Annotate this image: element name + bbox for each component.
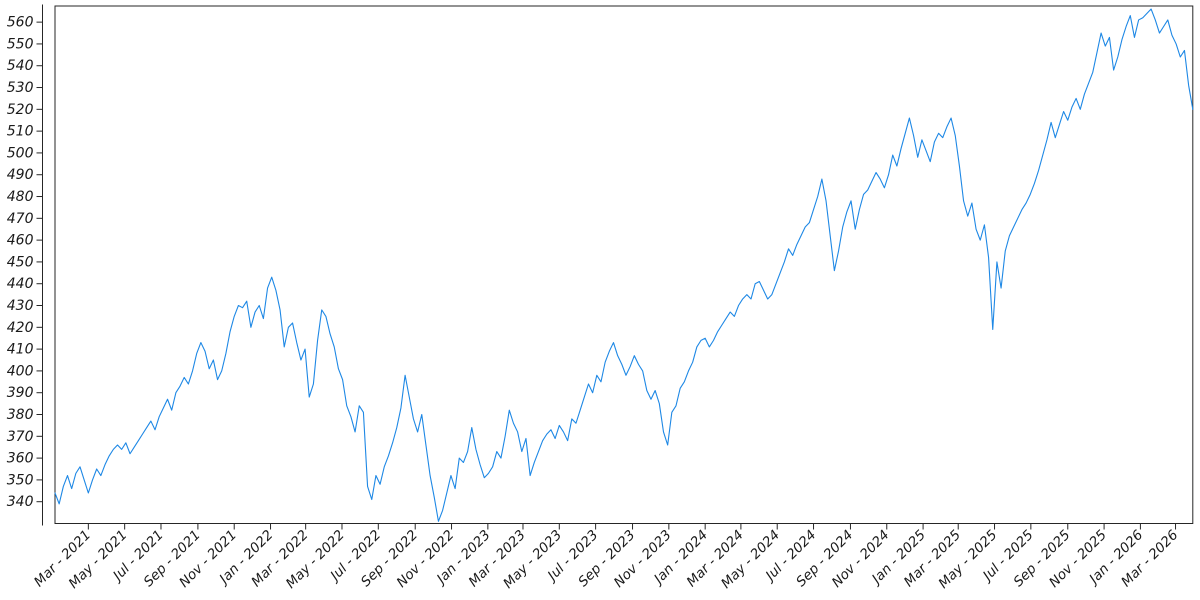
y-tick-label: 460	[7, 233, 34, 249]
y-tick-label: 370	[7, 429, 34, 445]
y-tick-label: 410	[7, 342, 34, 358]
y-tick-label: 340	[7, 494, 34, 510]
y-tick-label: 470	[7, 211, 34, 227]
y-tick-label: 500	[7, 145, 34, 161]
y-tick-label: 350	[7, 472, 34, 488]
y-tick-label: 550	[7, 36, 34, 52]
y-tick-label: 390	[7, 385, 34, 401]
y-tick-label: 560	[7, 15, 34, 31]
y-tick-label: 520	[7, 102, 34, 118]
data-line	[54, 8, 1194, 522]
y-tick-label: 450	[7, 254, 34, 270]
y-tick-label: 420	[7, 320, 34, 336]
y-tick-label: 530	[7, 80, 34, 96]
y-tick-label: 480	[7, 189, 34, 205]
plot-frame	[54, 5, 1194, 524]
y-tick-label: 430	[7, 298, 34, 314]
y-tick-label: 400	[7, 363, 34, 379]
y-tick-label: 380	[7, 407, 34, 423]
y-tick-label: 510	[7, 124, 34, 140]
y-tick-label: 540	[7, 58, 34, 74]
y-tick-label: 490	[7, 167, 34, 183]
y-tick-label: 360	[7, 451, 34, 467]
y-tick-label: 440	[7, 276, 34, 292]
